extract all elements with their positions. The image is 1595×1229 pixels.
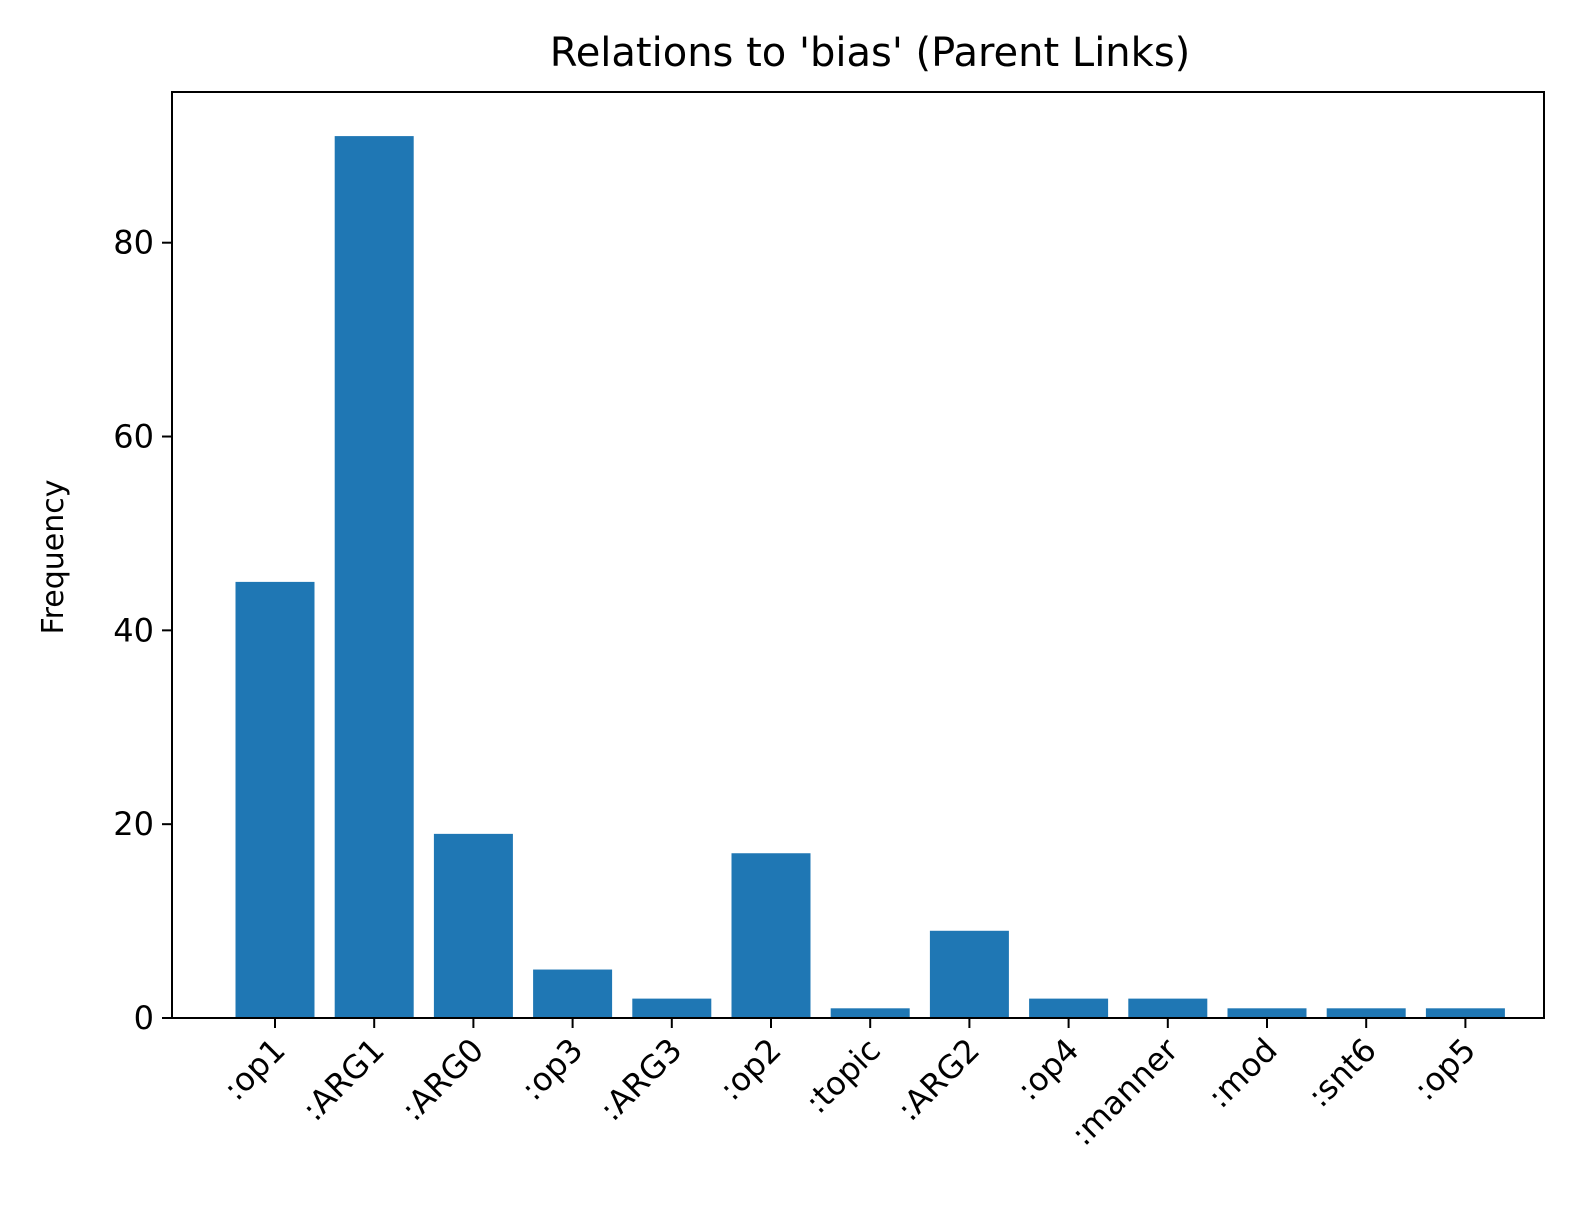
bar-arg1	[334, 136, 414, 1019]
y-tick-label: 40	[113, 611, 154, 649]
bar-arg0	[433, 833, 513, 1018]
bar-snt6	[1326, 1008, 1406, 1018]
bar-topic	[830, 1008, 910, 1018]
bar-arg2	[929, 930, 1009, 1018]
bar-op5	[1425, 1008, 1505, 1018]
bar-op4	[1029, 998, 1109, 1018]
bar-arg3	[632, 998, 712, 1018]
bar-op3	[533, 969, 613, 1018]
bar-op1	[235, 581, 315, 1018]
y-tick-label: 80	[113, 224, 154, 262]
bars-group	[235, 136, 1505, 1019]
bar-manner	[1128, 998, 1208, 1018]
plot-area-frame	[171, 91, 1545, 1019]
y-tick-label: 20	[113, 805, 154, 843]
bar-mod	[1227, 1008, 1307, 1018]
y-axis-ticks: 0 20 40 60 80	[113, 224, 172, 1037]
y-axis-label: Frequency	[36, 480, 71, 635]
bar-op2	[731, 853, 811, 1018]
y-tick-label: 0	[134, 999, 154, 1037]
y-tick-label: 60	[113, 418, 154, 456]
chart-title: Relations to 'bias' (Parent Links)	[550, 30, 1191, 76]
